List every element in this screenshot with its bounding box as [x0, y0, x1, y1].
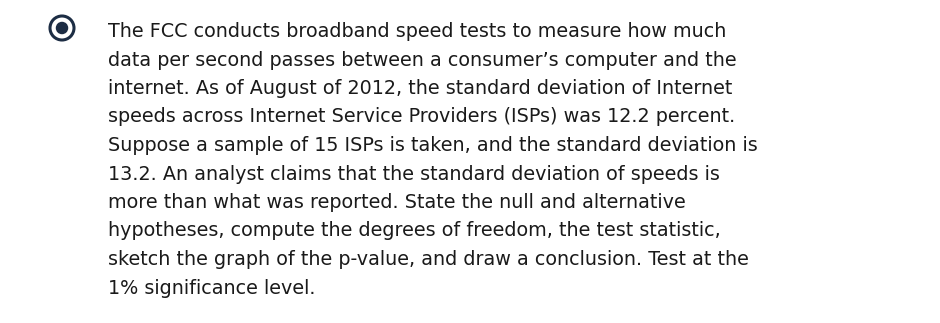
Text: speeds across Internet Service Providers (ISPs) was 12.2 percent.: speeds across Internet Service Providers…	[108, 108, 735, 127]
Text: data per second passes between a consumer’s computer and the: data per second passes between a consume…	[108, 50, 737, 69]
Circle shape	[55, 22, 69, 34]
Text: 13.2. An analyst claims that the standard deviation of speeds is: 13.2. An analyst claims that the standar…	[108, 164, 720, 183]
Text: Suppose a sample of 15 ISPs is taken, and the standard deviation is: Suppose a sample of 15 ISPs is taken, an…	[108, 136, 758, 155]
Text: hypotheses, compute the degrees of freedom, the test statistic,: hypotheses, compute the degrees of freed…	[108, 222, 721, 241]
Text: internet. As of August of 2012, the standard deviation of Internet: internet. As of August of 2012, the stan…	[108, 79, 732, 98]
Text: more than what was reported. State the null and alternative: more than what was reported. State the n…	[108, 193, 686, 212]
Text: The FCC conducts broadband speed tests to measure how much: The FCC conducts broadband speed tests t…	[108, 22, 727, 41]
Text: sketch the graph of the p-value, and draw a conclusion. Test at the: sketch the graph of the p-value, and dra…	[108, 250, 749, 269]
Circle shape	[50, 16, 74, 40]
Text: 1% significance level.: 1% significance level.	[108, 278, 316, 297]
